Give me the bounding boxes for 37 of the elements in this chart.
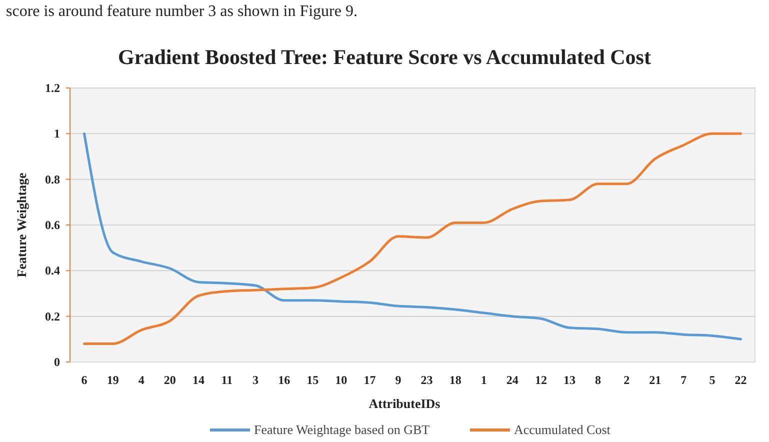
- x-tick-label: 8: [595, 373, 602, 387]
- y-tick-label: 0: [54, 355, 60, 369]
- x-tick-label: 11: [221, 373, 233, 387]
- x-tick-label: 9: [395, 373, 402, 387]
- x-tick-label: 16: [278, 373, 290, 387]
- x-tick-label: 15: [306, 373, 319, 387]
- x-tick-label: 1: [480, 373, 487, 387]
- x-tick-label: 14: [192, 373, 204, 387]
- x-tick-label: 6: [81, 373, 88, 387]
- x-tick-label: 24: [506, 373, 518, 387]
- legend-label: Feature Weightage based on GBT: [254, 422, 430, 437]
- y-axis-title: Feature Weightage: [14, 172, 29, 278]
- x-tick-label: 20: [164, 373, 176, 387]
- y-tick-label: 1: [54, 126, 60, 141]
- x-tick-label: 2: [624, 373, 630, 387]
- x-tick-label: 10: [335, 373, 348, 387]
- x-tick-label: 5: [709, 373, 716, 387]
- x-tick-label: 22: [734, 373, 747, 387]
- chart-title: Gradient Boosted Tree: Feature Score vs Accumulated Cost: [118, 45, 651, 69]
- x-tick-label: 3: [252, 373, 259, 387]
- x-tick-label: 13: [563, 373, 576, 387]
- x-tick-label: 7: [680, 373, 687, 387]
- y-tick-label: 1.2: [45, 81, 60, 95]
- x-tick-label: 19: [106, 373, 119, 387]
- y-tick-label: 0.8: [45, 172, 60, 186]
- x-tick-label: 21: [649, 373, 662, 387]
- y-tick-label: 0.2: [45, 309, 60, 324]
- x-tick-label: 17: [364, 373, 376, 387]
- y-tick-label: 0.4: [45, 264, 60, 278]
- x-tick-label: 18: [449, 373, 462, 387]
- x-tick-label: 23: [420, 373, 433, 387]
- x-tick-label: 12: [534, 373, 547, 387]
- x-axis-title: AttributeIDs: [368, 396, 440, 411]
- x-tick-label: 4: [138, 373, 144, 387]
- y-tick-label: 0.6: [45, 218, 60, 232]
- legend-label: Accumulated Cost: [514, 422, 611, 437]
- text: score is around feature number 3 as shown in Figure 9.: [6, 3, 358, 20]
